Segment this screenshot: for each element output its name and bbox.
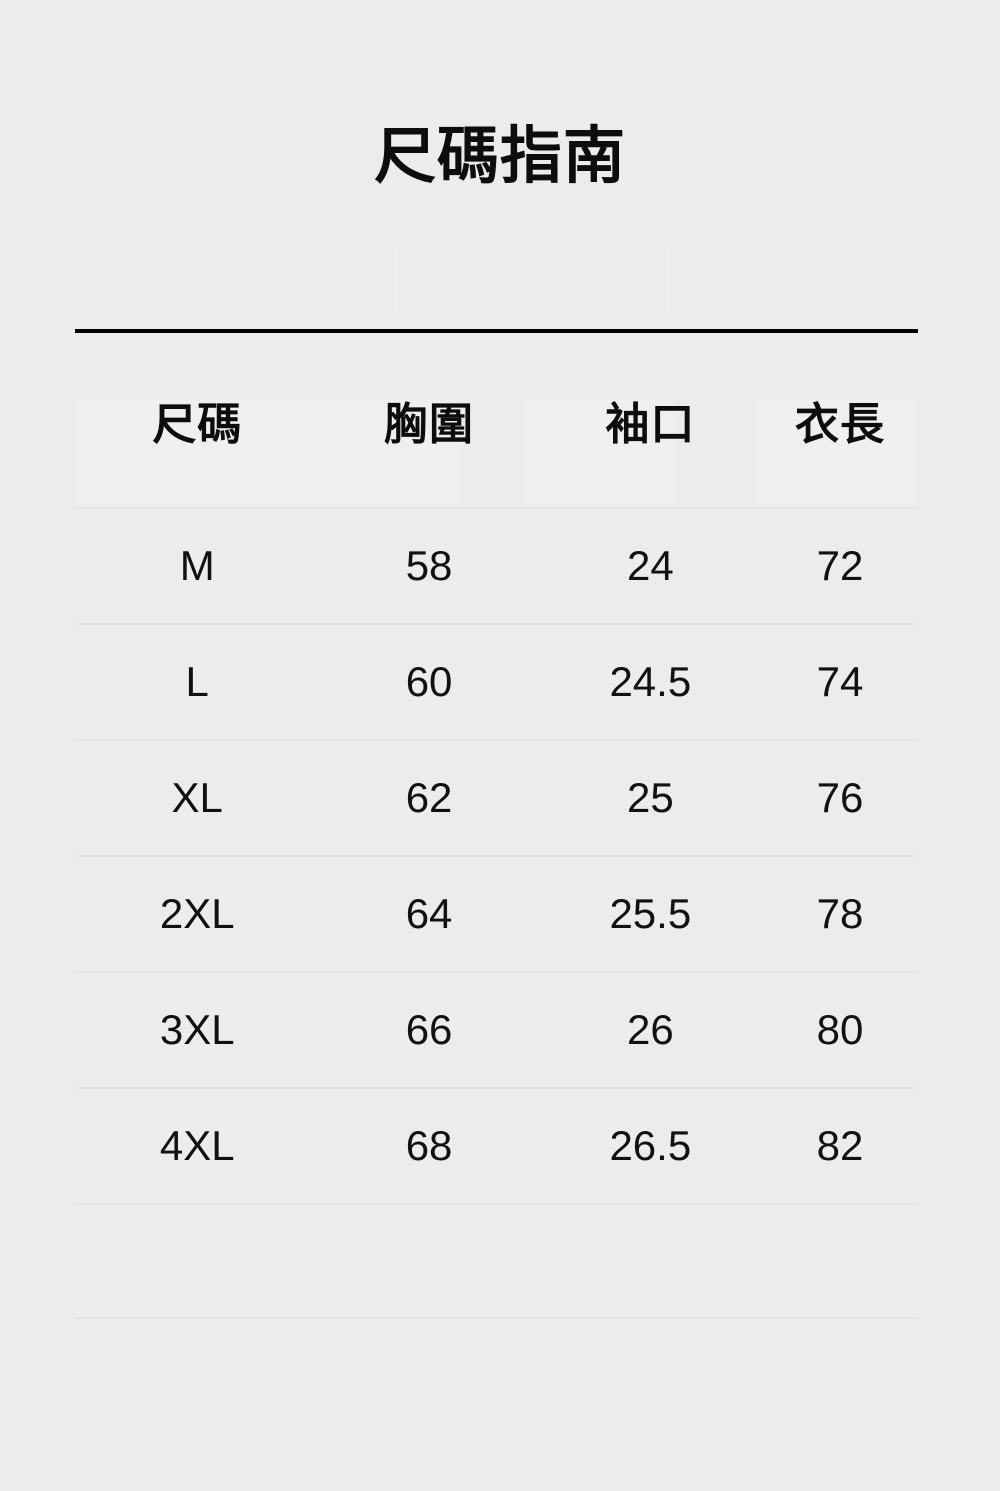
column-header-size: 尺碼 (75, 333, 320, 509)
cell-size (75, 1204, 320, 1319)
cell-chest: 62 (319, 740, 539, 857)
cell-length: 76 (762, 740, 918, 857)
page-title: 尺碼指南 (373, 122, 626, 191)
cell-length: 74 (762, 624, 918, 741)
table-row-empty (75, 1204, 918, 1319)
column-header-cuff: 袖口 (538, 333, 763, 509)
table-row: L 60 24.5 74 (75, 624, 918, 741)
cell-chest: 58 (319, 508, 539, 625)
cell-chest: 68 (319, 1088, 539, 1205)
table-row: 3XL 66 26 80 (75, 972, 918, 1089)
size-table-container: 尺碼 胸圍 袖口 衣長 M 58 24 72 L 60 24.5 74 (75, 329, 918, 1319)
cell-cuff: 25 (538, 740, 763, 857)
cell-chest (319, 1204, 539, 1319)
cell-cuff: 26 (538, 972, 763, 1089)
cell-size: 4XL (75, 1088, 320, 1205)
cell-length: 78 (762, 856, 918, 973)
size-chart-table: 尺碼 胸圍 袖口 衣長 M 58 24 72 L 60 24.5 74 (75, 333, 918, 1319)
cell-chest: 64 (319, 856, 539, 973)
cell-size: XL (75, 740, 320, 857)
cell-chest: 66 (319, 972, 539, 1089)
table-row: 4XL 68 26.5 82 (75, 1088, 918, 1205)
cell-size: 3XL (75, 972, 320, 1089)
table-row: 2XL 64 25.5 78 (75, 856, 918, 973)
table-row: M 58 24 72 (75, 508, 918, 625)
page-title-block: 尺碼指南 (0, 118, 1000, 196)
cell-cuff: 25.5 (538, 856, 763, 973)
cell-size: 2XL (75, 856, 320, 973)
table-body: M 58 24 72 L 60 24.5 74 XL 62 25 76 (75, 508, 918, 1319)
cell-length: 72 (762, 508, 918, 625)
title-underlay-panel (392, 241, 672, 319)
table-top-rule (75, 329, 918, 333)
cell-cuff: 24 (538, 508, 763, 625)
cell-cuff: 24.5 (538, 624, 763, 741)
cell-cuff (538, 1204, 763, 1319)
table-row: XL 62 25 76 (75, 740, 918, 857)
column-header-length: 衣長 (762, 333, 918, 509)
cell-cuff: 26.5 (538, 1088, 763, 1205)
cell-chest: 60 (319, 624, 539, 741)
cell-length: 82 (762, 1088, 918, 1205)
column-header-chest: 胸圍 (319, 333, 539, 509)
table-header-row: 尺碼 胸圍 袖口 衣長 (75, 333, 918, 509)
cell-length (762, 1204, 918, 1319)
cell-size: L (75, 624, 320, 741)
table-header: 尺碼 胸圍 袖口 衣長 (75, 333, 918, 509)
cell-length: 80 (762, 972, 918, 1089)
cell-size: M (75, 508, 320, 625)
